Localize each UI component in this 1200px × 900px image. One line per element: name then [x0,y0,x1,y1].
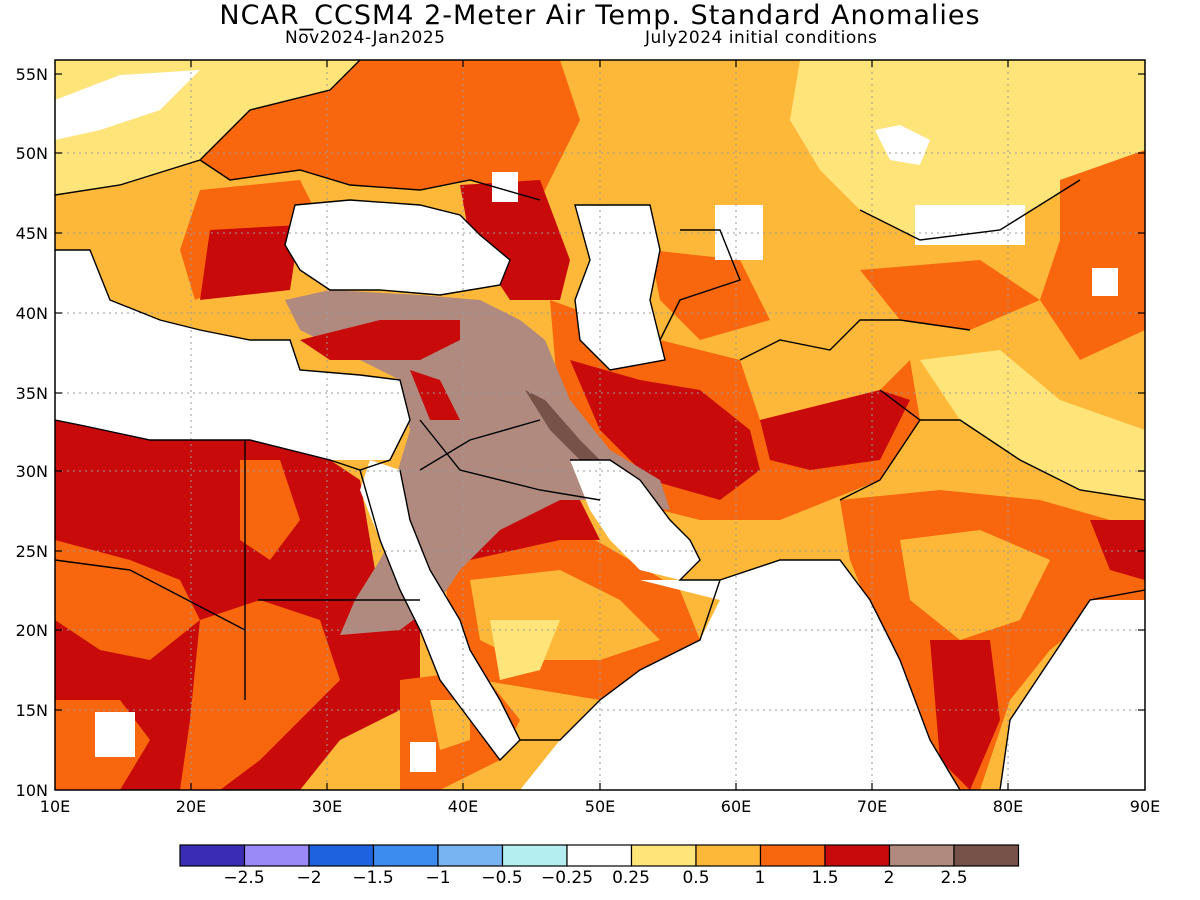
colorbar-swatch [372,844,439,867]
colorbar-label: 0.25 [612,868,650,888]
colorbar-label: −0.25 [540,868,594,888]
initial-conditions: July2024 initial conditions [645,28,878,48]
lat-label-45n: 45N [16,224,48,243]
colorbar-swatch [179,844,246,867]
lon-ticks [190,60,1009,790]
coastlines [55,60,1145,790]
colorbar-label: 2 [883,868,895,888]
forecast-period: Nov2024-Jan2025 [285,28,446,48]
lon-label-10e: 10E [40,797,70,816]
colorbar-label: −1.5 [352,868,394,888]
lat-label-20n: 20N [16,621,48,640]
colorbar-label: −2 [296,868,322,888]
colorbar-label: −0.5 [481,868,523,888]
lat-label-15n: 15N [16,701,48,720]
lon-label-20e: 20E [176,797,206,816]
colorbar-label: −2.5 [223,868,265,888]
colorbar-label: 2.5 [940,868,968,888]
lat-label-40n: 40N [16,304,48,323]
lon-label-50e: 50E [585,797,615,816]
lon-label-60e: 60E [721,797,751,816]
colorbar-swatch [888,844,955,867]
lat-label-10n: 10N [16,781,48,800]
lat-ticks [55,73,1145,711]
colorbar-swatch [824,844,891,867]
lon-labels: 10E 20E 30E 40E 50E 60E 70E 80E 90E [40,797,1160,816]
lat-label-55n: 55N [16,65,48,84]
colorbar-label: 1 [754,868,766,888]
lon-label-90e: 90E [1130,797,1160,816]
lat-label-30n: 30N [16,462,48,481]
lon-label-30e: 30E [312,797,342,816]
colorbar-label: 0.5 [682,868,710,888]
colorbar-swatch [695,844,762,867]
colorbar-swatch [953,844,1020,867]
colorbar-swatch [759,844,826,867]
lat-labels: 55N 50N 45N 40N 35N 30N 25N 20N 15N 10N [16,65,48,800]
lat-label-35n: 35N [16,384,48,403]
lat-label-50n: 50N [16,144,48,163]
colorbar-swatch [308,844,375,867]
map-title: NCAR_CCSM4 2-Meter Air Temp. Standard An… [219,0,981,31]
colorbar [179,844,1020,867]
colorbar-swatch [566,844,633,867]
lat-label-25n: 25N [16,542,48,561]
colorbar-label: −1 [425,868,451,888]
colorbar-label: 1.5 [811,868,839,888]
colorbar-swatch [243,844,310,867]
lon-label-80e: 80E [993,797,1023,816]
colorbar-swatch [630,844,697,867]
colorbar-swatch [437,844,504,867]
lon-label-40e: 40E [448,797,478,816]
lon-label-70e: 70E [857,797,887,816]
grid-lines [55,60,1145,790]
colorbar-swatch [501,844,568,867]
